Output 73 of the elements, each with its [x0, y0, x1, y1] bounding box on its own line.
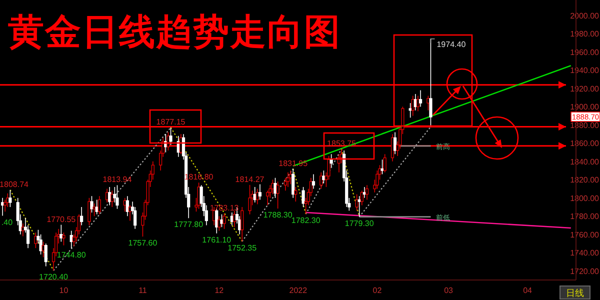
- x-tick-label: 03: [444, 286, 454, 295]
- candlestick: [110, 190, 114, 208]
- candlestick: [116, 184, 119, 210]
- y-tick-label: 1960.00: [570, 48, 600, 57]
- annotation: 1783.13: [210, 203, 240, 212]
- candlestick: [80, 206, 84, 226]
- candlestick: [294, 186, 298, 202]
- candlestick: [34, 232, 38, 248]
- x-tick-label: 04: [523, 286, 533, 295]
- annotation: 1813.94: [102, 175, 132, 184]
- candlestick: [248, 184, 252, 215]
- annotation: 1782.30: [291, 216, 321, 226]
- annotation: 1761.10: [202, 235, 232, 244]
- candlestick: [312, 174, 316, 190]
- candlestick: [330, 154, 333, 168]
- chart-title: 黄金日线趋势走向图: [8, 11, 341, 53]
- annotation: 1974.40: [436, 40, 466, 49]
- annotation: .40: [1, 218, 14, 227]
- y-tick-label: 1900.00: [570, 102, 600, 112]
- y-tick-label: 1760.00: [570, 230, 600, 240]
- candlestick: [258, 184, 262, 200]
- candlestick: [90, 196, 94, 213]
- y-tick-label: 1940.00: [570, 66, 600, 76]
- candlestick: [8, 190, 12, 208]
- y-tick-label: 1740.00: [570, 248, 600, 258]
- annotation: 1777.80: [174, 220, 204, 230]
- candlestick: [44, 243, 48, 267]
- candlestick: [98, 196, 101, 215]
- candlestick: [355, 194, 358, 212]
- candlestick: [365, 184, 369, 200]
- y-tick-label: 1980.00: [570, 30, 600, 39]
- x-tick-label: 2022: [289, 286, 308, 295]
- candlestick: [320, 172, 323, 190]
- candlestick: [169, 127, 172, 146]
- text: 日线: [566, 288, 584, 299]
- candlestick: [286, 172, 290, 188]
- x-tick-label: 11: [138, 286, 148, 295]
- candlestick: [62, 232, 66, 246]
- candlestick: [292, 168, 295, 198]
- candlestick: [274, 177, 277, 198]
- candlestick: [197, 182, 200, 210]
- candlestick: [416, 95, 420, 112]
- candlestick: [276, 181, 280, 209]
- annotation: 1788.30: [263, 210, 293, 220]
- candlestick: [39, 234, 42, 255]
- candlestick: [128, 204, 132, 222]
- annotation: 1877.15: [156, 118, 186, 127]
- annotation: 1779.30: [344, 218, 374, 228]
- candlestick: [218, 216, 221, 232]
- candlestick: [393, 132, 397, 155]
- candlestick: [60, 224, 63, 242]
- annotation: 1752.35: [228, 243, 258, 252]
- annotation: 1757.60: [128, 238, 158, 248]
- candlestick: [302, 186, 305, 208]
- annotation: 1808.74: [0, 180, 30, 189]
- y-tick-label: 1920.00: [570, 84, 600, 94]
- candlestick: [360, 190, 364, 206]
- y-tick-label: 1720.00: [570, 266, 600, 276]
- candlestick: [256, 188, 259, 205]
- candlestick: [383, 154, 386, 173]
- y-tick-label: 2000.00: [570, 12, 600, 21]
- annotation: 1744.80: [56, 250, 86, 260]
- x-tick-label: 02: [372, 286, 382, 295]
- annotation: 1814.27: [235, 174, 265, 184]
- y-tick-label: 1780.00: [570, 212, 600, 222]
- x-tick-label: 12: [214, 286, 224, 295]
- annotation: 1770.55: [46, 214, 76, 224]
- annotation: 1720.40: [39, 272, 69, 282]
- candlestick: [240, 206, 244, 242]
- candlestick: [418, 90, 422, 108]
- candlestick: [88, 198, 91, 226]
- x-tick-label: 10: [59, 286, 69, 295]
- candlestick: [222, 212, 226, 230]
